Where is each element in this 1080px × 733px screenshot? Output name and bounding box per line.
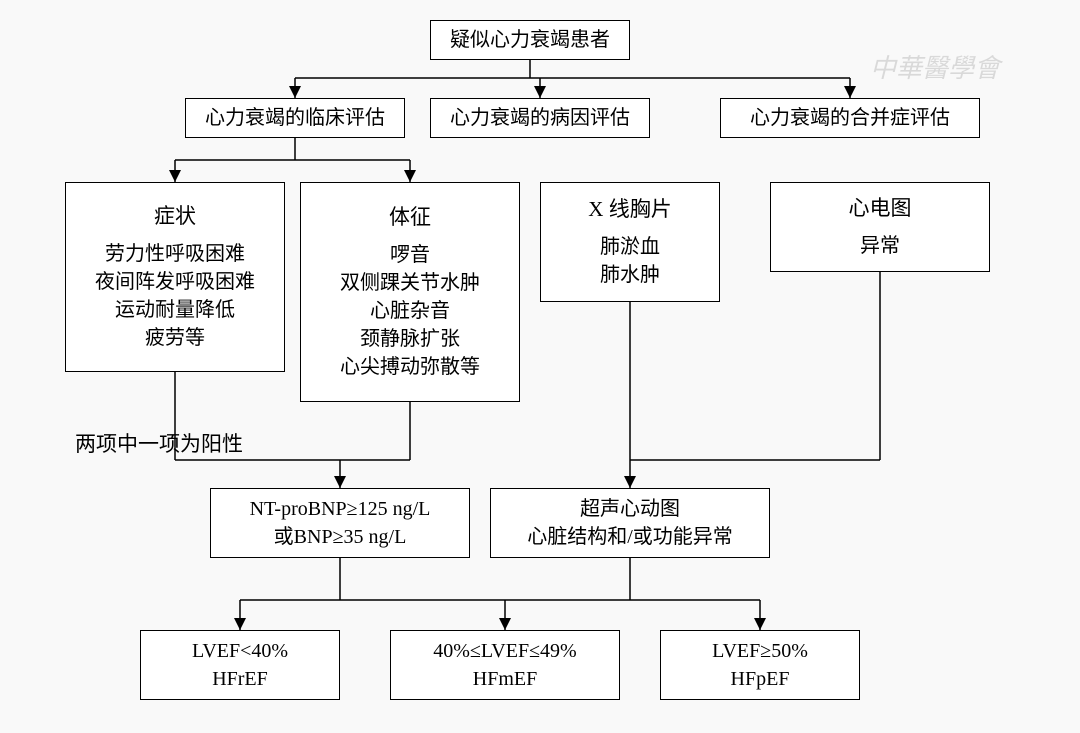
watermark: 中華醫學會 (870, 48, 1000, 85)
node-echo-line: 超声心动图 (580, 495, 680, 523)
node-echo: 超声心动图心脏结构和/或功能异常 (490, 488, 770, 558)
node-hfref-line: HFrEF (212, 665, 268, 693)
node-comorb-line: 心力衰竭的合并症评估 (750, 104, 950, 132)
node-bnp-line: 或BNP≥35 ng/L (274, 523, 407, 551)
node-sym: 症状劳力性呼吸困难夜间阵发呼吸困难运动耐量降低疲劳等 (65, 182, 285, 372)
node-xray-title: X 线胸片 (588, 195, 671, 224)
node-sign-line: 心脏杂音 (370, 297, 450, 325)
node-sign-title: 体征 (389, 203, 431, 232)
node-comorb: 心力衰竭的合并症评估 (720, 98, 980, 138)
node-sign-line: 啰音 (390, 241, 430, 269)
node-hfref: LVEF<40%HFrEF (140, 630, 340, 700)
annotation-positive: 两项中一项为阳性 (75, 428, 243, 458)
node-ecg-title: 心电图 (849, 194, 912, 223)
node-hfmef-line: HFmEF (473, 665, 537, 693)
node-bnp: NT-proBNP≥125 ng/L或BNP≥35 ng/L (210, 488, 470, 558)
node-ecg: 心电图异常 (770, 182, 990, 272)
node-sym-line: 劳力性呼吸困难 (105, 240, 245, 268)
node-echo-line: 心脏结构和/或功能异常 (527, 523, 733, 551)
node-sign: 体征啰音双侧踝关节水肿心脏杂音颈静脉扩张心尖搏动弥散等 (300, 182, 520, 402)
node-hfref-line: LVEF<40% (192, 637, 288, 665)
node-xray: X 线胸片肺淤血肺水肿 (540, 182, 720, 302)
node-sym-line: 夜间阵发呼吸困难 (95, 268, 255, 296)
node-etio: 心力衰竭的病因评估 (430, 98, 650, 138)
node-sign-line: 双侧踝关节水肿 (340, 269, 480, 297)
node-hfpef: LVEF≥50%HFpEF (660, 630, 860, 700)
node-sym-line: 运动耐量降低 (115, 296, 235, 324)
node-hfpef-line: HFpEF (731, 665, 790, 693)
node-clin: 心力衰竭的临床评估 (185, 98, 405, 138)
node-xray-line: 肺淤血 (600, 233, 660, 261)
node-hfmef: 40%≤LVEF≤49%HFmEF (390, 630, 620, 700)
node-hfpef-line: LVEF≥50% (712, 637, 808, 665)
node-root-line: 疑似心力衰竭患者 (450, 26, 610, 54)
node-sym-line: 疲劳等 (145, 324, 205, 352)
node-bnp-line: NT-proBNP≥125 ng/L (250, 495, 431, 523)
node-hfmef-line: 40%≤LVEF≤49% (433, 637, 576, 665)
node-root: 疑似心力衰竭患者 (430, 20, 630, 60)
node-clin-line: 心力衰竭的临床评估 (205, 104, 385, 132)
node-xray-line: 肺水肿 (600, 261, 660, 289)
node-ecg-line: 异常 (860, 232, 900, 260)
node-etio-line: 心力衰竭的病因评估 (450, 104, 630, 132)
node-sym-title: 症状 (154, 202, 196, 231)
node-sign-line: 心尖搏动弥散等 (340, 353, 480, 381)
node-sign-line: 颈静脉扩张 (360, 325, 460, 353)
